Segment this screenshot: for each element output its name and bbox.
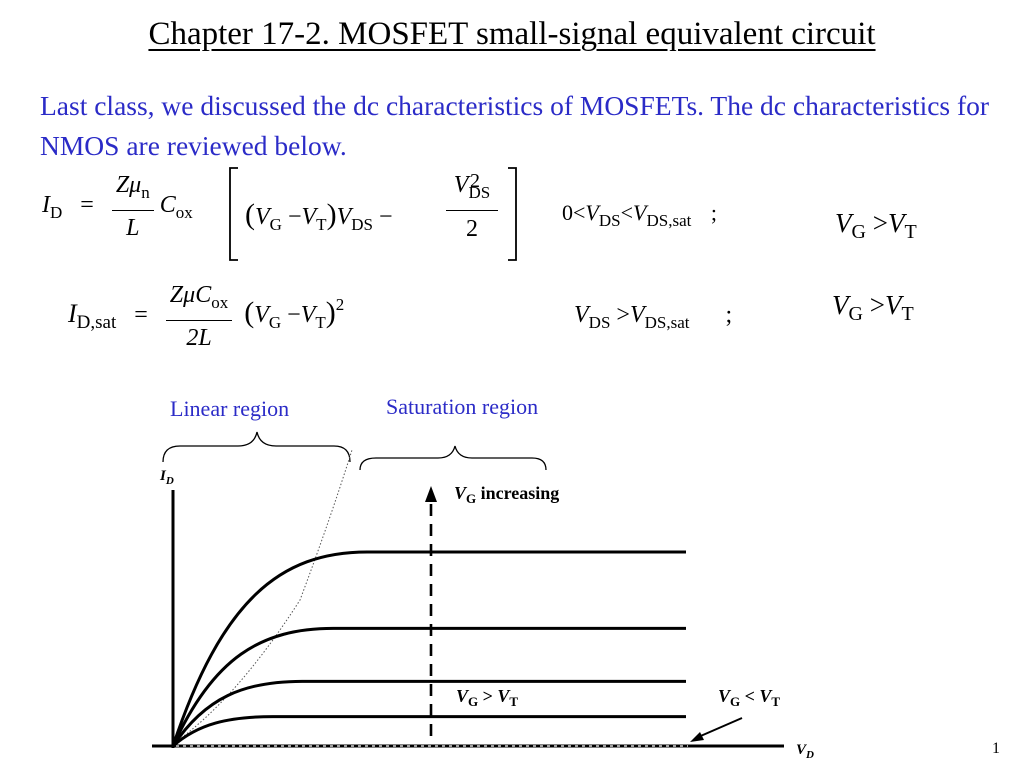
equation-saturation-condition: VDS >VDS,sat ; <box>574 302 733 332</box>
id-curve-2 <box>171 679 686 747</box>
saturation-region-label: Saturation region <box>386 394 539 419</box>
equation-saturation: ID,sat = ZμCox 2L (VG −VT)2 <box>68 280 345 353</box>
saturation-fraction: ZμCox 2L <box>165 280 233 353</box>
vg-increasing-arrow-icon <box>425 486 437 502</box>
equation-linear-condition: 0<VDS<VDS,sat ; <box>562 200 717 230</box>
saturation-boundary <box>172 449 353 745</box>
vg-lt-vt-label: VG < VT <box>718 686 781 709</box>
vg-increasing-label: VG increasing <box>454 483 560 506</box>
id-curve-1 <box>172 715 686 748</box>
vds-squared-fraction: VDS 2 2 <box>446 168 498 247</box>
equation-saturation-gate-condition: VG >VT <box>832 290 914 325</box>
equation-brackets <box>229 167 517 261</box>
linear-region-label: Linear region <box>170 396 290 421</box>
equation-linear-gate-condition: VG >VT <box>835 208 917 243</box>
slide-title: Chapter 17-2. MOSFET small-signal equiva… <box>148 16 876 52</box>
linear-region-brace <box>162 431 351 463</box>
saturation-region-brace <box>359 445 547 471</box>
id-curve-4 <box>171 550 686 747</box>
curves <box>171 550 686 748</box>
vg-lt-vt-arrow-icon <box>690 732 704 742</box>
mobility-fraction: Zμn L <box>111 170 154 243</box>
equation-linear: ID = Zμn L Cox <box>42 170 193 243</box>
equation-linear-bracket-content: (VG −VT)VDS − <box>245 198 393 234</box>
vg-lt-vt-arrow <box>695 717 743 739</box>
id-curve-3 <box>171 626 686 747</box>
x-axis-label: VD <box>796 742 814 761</box>
page-number: 1 <box>992 740 1000 757</box>
intro-text: Last class, we discussed the dc characte… <box>40 90 990 161</box>
vg-gt-vt-label: VG > VT <box>456 686 519 709</box>
y-axis-label: ID <box>159 468 174 487</box>
